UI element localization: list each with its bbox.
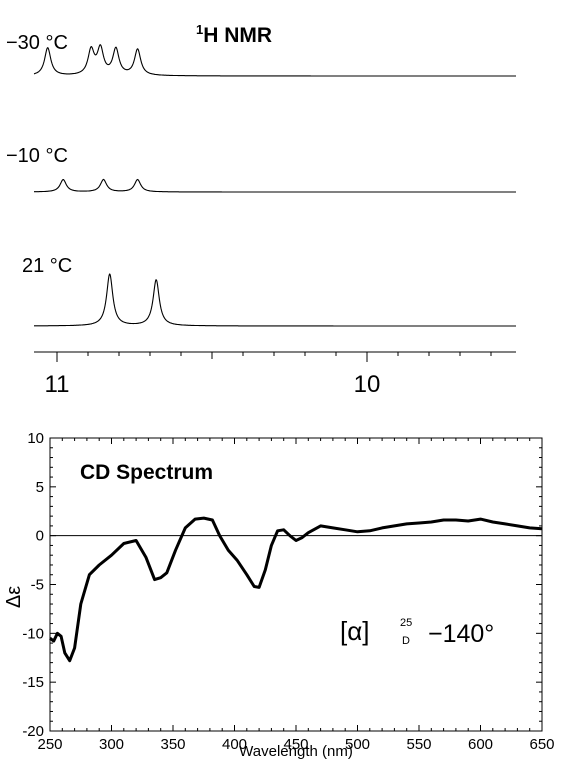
optical-rotation-value: −140° — [428, 620, 494, 648]
cd-axis-ticks — [49, 437, 543, 732]
nmr-traces — [33, 44, 516, 327]
nmr-title-superscript: 1 — [196, 22, 203, 37]
nmr-tick-label: 11 — [45, 371, 70, 398]
cd-title: CD Spectrum — [80, 461, 213, 484]
cd-x-tick-label: 550 — [406, 736, 431, 753]
nmr-trace-0 — [33, 44, 516, 77]
nmr-tick-labels: 1110987 — [45, 371, 381, 398]
cd-y-tick-label: -5 — [31, 577, 44, 594]
cd-x-tick-label: 400 — [222, 736, 247, 753]
nmr-tick-label: 10 — [354, 371, 381, 398]
cd-y-tick-label: -20 — [22, 723, 44, 740]
cd-x-axis-label: Wavelength (nm) — [239, 743, 353, 760]
cd-y-tick-label: 0 — [36, 528, 44, 545]
cd-x-tick-label: 500 — [345, 736, 370, 753]
optical-rotation-symbol: [α] — [340, 616, 369, 646]
optical-rotation-line: D — [402, 635, 410, 647]
cd-x-tick-label: 650 — [529, 736, 554, 753]
cd-x-tick-label: 250 — [37, 736, 62, 753]
cd-y-tick-label: -10 — [22, 625, 44, 642]
cd-series-line — [49, 516, 543, 663]
cd-x-tick-labels: 250 300 350 400 450 500 550 600 650 — [37, 736, 554, 753]
cd-y-tick-label: -15 — [22, 674, 44, 691]
cd-x-tick-label: 600 — [468, 736, 493, 753]
nmr-trace-2 — [34, 273, 516, 327]
nmr-tick-marks — [56, 352, 492, 362]
optical-rotation-annotation: [α] 25 D −140° — [340, 616, 494, 648]
cd-x-tick-label: 300 — [99, 736, 124, 753]
cd-y-tick-label: 10 — [27, 430, 44, 447]
cd-x-tick-label: 450 — [283, 736, 308, 753]
cd-x-tick-label: 350 — [160, 736, 185, 753]
nmr-title-text: H NMR — [203, 24, 272, 47]
cd-panel: 10 5 0 -5 -10 -15 -20 250 300 350 400 450 500 550 600… — [3, 430, 555, 760]
nmr-series-label-1: −10 °C — [6, 145, 68, 167]
nmr-series-label-2: 21 °C — [22, 255, 72, 277]
nmr-trace-1 — [34, 178, 516, 193]
optical-rotation-temperature: 25 — [400, 617, 412, 629]
cd-y-tick-label: 5 — [36, 479, 44, 496]
nmr-title: 1H NMR — [196, 22, 272, 47]
nmr-panel: 1H NMR −30 °C −10 °C 21 °C 1110987 — [6, 22, 516, 398]
cd-y-axis-label: Δε — [3, 586, 25, 608]
nmr-series-label-0: −30 °C — [6, 32, 68, 54]
cd-y-tick-labels: 10 5 0 -5 -10 -15 -20 — [22, 430, 44, 740]
